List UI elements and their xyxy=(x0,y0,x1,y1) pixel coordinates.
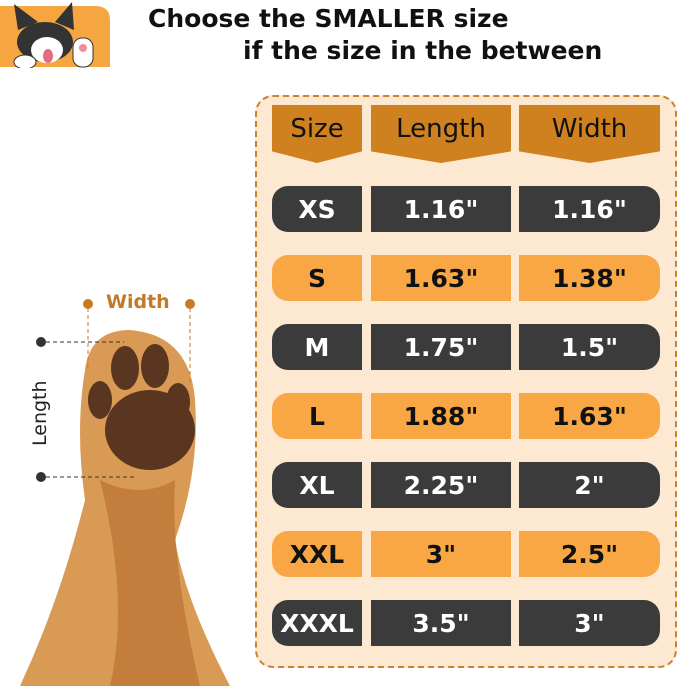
table-cell-length: 1.63" xyxy=(371,255,511,301)
table-cell-length: 1.75" xyxy=(371,324,511,370)
header-size: Size xyxy=(272,105,362,163)
table-cell-length: 1.16" xyxy=(371,186,511,232)
header-width: Width xyxy=(519,105,660,163)
table-cell-size: M xyxy=(272,324,362,370)
header-length: Length xyxy=(371,105,511,163)
width-label: Width xyxy=(106,291,170,313)
table-cell-size: XXL xyxy=(272,531,362,577)
table-cell-width: 1.16" xyxy=(519,186,660,232)
length-label: Length xyxy=(29,380,51,446)
table-cell-size: XL xyxy=(272,462,362,508)
table-cell-width: 3" xyxy=(519,600,660,646)
table-cell-size: XS xyxy=(272,186,362,232)
table-cell-width: 1.63" xyxy=(519,393,660,439)
heading-line-2: if the size in the between xyxy=(243,36,603,65)
dog-paw-illustration-icon xyxy=(20,299,230,686)
table-cell-width: 2.5" xyxy=(519,531,660,577)
table-cell-size: L xyxy=(272,393,362,439)
table-cell-length: 2.25" xyxy=(371,462,511,508)
table-cell-length: 1.88" xyxy=(371,393,511,439)
table-cell-width: 1.5" xyxy=(519,324,660,370)
table-cell-width: 1.38" xyxy=(519,255,660,301)
size-chart-panel xyxy=(255,95,677,668)
heading-line-1: Choose the SMALLER size xyxy=(148,4,509,33)
table-cell-length: 3.5" xyxy=(371,600,511,646)
table-cell-size: S xyxy=(272,255,362,301)
corgi-logo-icon xyxy=(0,2,110,68)
table-cell-size: XXXL xyxy=(272,600,362,646)
table-cell-length: 3" xyxy=(371,531,511,577)
table-cell-width: 2" xyxy=(519,462,660,508)
